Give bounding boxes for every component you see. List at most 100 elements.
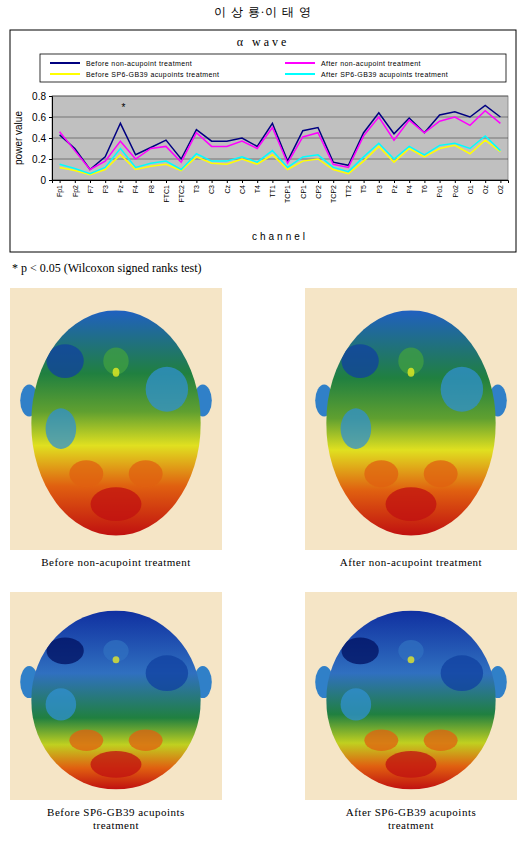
legend-swatch — [50, 62, 80, 64]
x-tick: Po1 — [436, 180, 443, 197]
x-tick-mark — [440, 180, 441, 183]
topomap-region — [364, 730, 398, 751]
x-tick-mark — [424, 180, 425, 183]
topomap-region — [129, 730, 163, 751]
footnote: * p < 0.05 (Wilcoxon signed ranks test) — [12, 261, 202, 275]
x-axis-line — [53, 181, 509, 184]
topomap-region — [69, 730, 103, 751]
x-tick: F8 — [148, 180, 155, 193]
topomap-caption: Before non-acupoint treatment — [41, 556, 191, 568]
topomap-region — [341, 688, 372, 720]
topomap-region — [341, 637, 378, 664]
x-tick-mark — [455, 180, 456, 183]
legend-swatch — [50, 73, 80, 75]
x-tick: F4 — [132, 180, 139, 193]
y-tick-mark — [49, 96, 52, 97]
x-tick: TT2 — [345, 180, 352, 197]
x-tick-mark — [212, 180, 213, 183]
x-tick-label: Fp1 — [56, 185, 64, 197]
topomap-region — [113, 368, 120, 377]
topomap — [10, 288, 222, 550]
x-tick-label: P3 — [376, 185, 383, 194]
topomap-region — [129, 460, 163, 487]
topomap — [10, 592, 222, 800]
x-tick: Fp2 — [72, 180, 80, 197]
x-tick: T5 — [360, 180, 367, 193]
plot-background — [52, 96, 508, 180]
legend-label: After non-acupoint treatment — [321, 60, 421, 68]
x-tick-label: Po1 — [436, 185, 443, 198]
y-tick-label: 0 — [40, 175, 46, 186]
topomap-region — [146, 655, 188, 691]
x-tick: Oz — [482, 180, 489, 194]
x-tick-label: Fz — [117, 185, 124, 193]
topomap-field — [31, 310, 201, 535]
x-tick-mark — [257, 180, 258, 183]
x-tick-label: O2 — [497, 185, 504, 194]
y-tick: 0 — [40, 175, 52, 186]
legend-swatch — [285, 73, 315, 75]
legend-item: Before non-acupoint treatment — [50, 60, 192, 68]
topomap-field — [326, 310, 496, 535]
x-tick-label: F3 — [102, 185, 109, 193]
x-tick: TCP1 — [284, 180, 291, 203]
topomap-region — [441, 367, 483, 412]
topomap-region — [424, 460, 458, 487]
y-tick: 0.8 — [32, 91, 52, 102]
y-axis-title: power value — [13, 111, 24, 165]
x-tick: Pz — [391, 180, 398, 193]
legend-item: After non-acupoint treatment — [285, 60, 421, 68]
legend-label: Before SP6-GB39 acupoints treatment — [86, 71, 219, 79]
x-tick: CP1 — [300, 180, 307, 199]
topomap — [305, 592, 517, 800]
x-tick-label: TT2 — [345, 185, 352, 198]
x-tick-label: Oz — [482, 185, 489, 194]
topomap-head — [31, 310, 201, 535]
series-group — [60, 105, 501, 174]
x-tick-label: O1 — [467, 185, 474, 194]
topomap-caption: Before SP6-GB39 acupointstreatment — [47, 806, 185, 831]
topomap-region — [341, 344, 378, 378]
x-tick: Fp1 — [56, 180, 64, 197]
x-tick-label: T3 — [193, 185, 200, 193]
legend-item: After SP6-GB39 acupoints treatment — [285, 71, 448, 79]
y-tick-mark — [49, 159, 52, 160]
x-tick-mark — [409, 180, 410, 183]
topomap-background — [10, 288, 222, 550]
x-tick-label: T4 — [254, 185, 261, 193]
topomap-region — [386, 751, 437, 778]
topomap-region — [424, 730, 458, 751]
legend-frame — [40, 54, 506, 82]
chart-title: α wave — [237, 35, 290, 49]
y-tick: 0.2 — [32, 154, 52, 165]
x-tick: Po2 — [452, 180, 459, 197]
y-tick-mark — [49, 117, 52, 118]
x-axis: Fp1Fp2F7F3FzF4F8FTC1FTC2T3C3CzC4T4TT1TCP… — [53, 180, 509, 203]
x-axis-title: channel — [252, 231, 308, 242]
topomap-region — [441, 655, 483, 691]
x-tick-mark — [303, 180, 304, 183]
topomap-head — [31, 611, 201, 790]
x-tick-label: Cz — [224, 185, 231, 194]
series-line — [60, 140, 501, 175]
x-tick-mark — [364, 180, 365, 183]
page: 이 상 룡·이 태 영α waveBefore non-acupoint tre… — [0, 0, 526, 841]
x-tick-mark — [394, 180, 395, 183]
x-tick-mark — [318, 180, 319, 183]
grid-line — [52, 117, 508, 118]
topomap-caption: After SP6-GB39 acupointstreatment — [346, 806, 477, 831]
x-tick-label: C4 — [239, 185, 246, 194]
topomap-background — [305, 592, 517, 800]
topomap-field — [31, 611, 201, 790]
x-tick: T4 — [254, 180, 261, 193]
x-tick: TCP2 — [330, 180, 337, 203]
x-tick-label: TCP2 — [330, 185, 337, 203]
topomap-region — [91, 487, 142, 521]
topomap-head — [326, 310, 496, 535]
x-tick: O1 — [467, 180, 474, 194]
legend-label: Before non-acupoint treatment — [86, 60, 192, 68]
legend-label: After SP6-GB39 acupoints treatment — [321, 71, 448, 79]
y-axis-line — [49, 97, 53, 181]
x-tick-label: T6 — [421, 185, 428, 193]
topomap-background — [305, 288, 517, 550]
